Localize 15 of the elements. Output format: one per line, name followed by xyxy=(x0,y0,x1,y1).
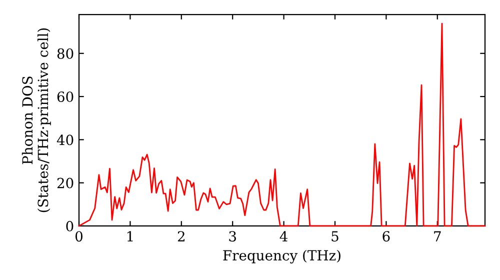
y-tick-label: 40 xyxy=(56,134,74,146)
x-tick-label: 7 xyxy=(434,231,441,242)
x-tick-label: 4 xyxy=(280,231,288,242)
y-axis-title: Phonon DOS (States/THz·primitive cell) xyxy=(22,28,51,212)
x-tick-label: 1 xyxy=(127,231,133,242)
y-tick-label: 20 xyxy=(57,178,74,188)
y-tick-label: 60 xyxy=(57,92,74,102)
x-tick-label: 3 xyxy=(229,231,236,242)
x-tick-label: 2 xyxy=(178,231,184,242)
x-tick-label: 6 xyxy=(382,231,390,242)
y-tick-label: 80 xyxy=(57,48,74,59)
y-tick-label: 0 xyxy=(66,220,74,232)
x-axis-title: Frequency (THz) xyxy=(223,250,340,264)
x-tick-label: 0 xyxy=(75,231,82,242)
x-tick-label: 5 xyxy=(332,231,338,242)
